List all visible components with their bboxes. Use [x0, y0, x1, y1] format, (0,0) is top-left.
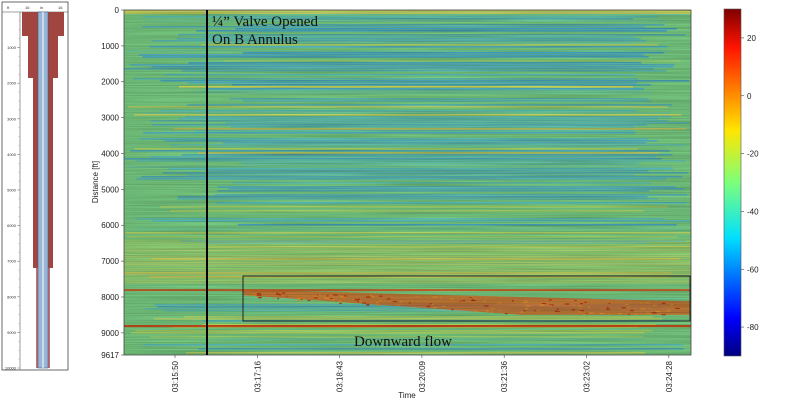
y-tick-label: 7000 — [101, 257, 119, 266]
colorbar-tick-label: -40 — [747, 207, 759, 216]
heatmap-plot: 0 1000 2000 3000 4000 5000 6000 7000 8000 9000 961… — [91, 6, 692, 400]
heatmap-grain — [124, 10, 691, 355]
x-tick-label: 03:24:28 — [665, 360, 674, 392]
x-tick-label: 03:23:02 — [583, 360, 592, 392]
x-axis-label: Time — [398, 391, 416, 400]
downward-flow-box — [242, 275, 691, 322]
y-tick-label: 9000 — [101, 329, 119, 338]
wellbore-panel: ft 16 in 16 1000 2000 3000 4000 5000 6000 7000… — [1, 1, 69, 371]
wellbore-tick-label: 9000 — [7, 330, 17, 335]
x-axis-ticks: 03:15:50 03:17:16 03:18:43 03:20:09 03:21:36… — [171, 355, 674, 392]
valve-annotation-line1: ¼” Valve Opened — [212, 14, 318, 30]
heatmap-frame — [123, 9, 692, 356]
y-tick-label: 3000 — [101, 114, 119, 123]
wellbore-tick-label: 3000 — [7, 116, 17, 121]
colorbar-gradient — [723, 8, 742, 357]
y-tick-label: 4000 — [101, 149, 119, 158]
colorbar-tick-label: -20 — [747, 150, 759, 159]
wellbore-tick-label: 1000 — [7, 45, 17, 50]
wellbore-tick-label: 4000 — [7, 152, 17, 157]
wellbore-header-in: in — [40, 5, 43, 10]
wellbore-tick-label: 7000 — [7, 259, 17, 264]
wellbore-tick-label: 6000 — [7, 223, 17, 228]
x-tick-label: 03:20:09 — [418, 360, 427, 392]
x-tick-label: 03:17:16 — [253, 360, 262, 392]
x-tick-label: 03:21:36 — [500, 360, 509, 392]
colorbar-tick-label: 20 — [747, 34, 756, 43]
downward-flow-label: Downward flow — [354, 334, 452, 350]
y-tick-label: 2000 — [101, 78, 119, 87]
colorbar-ticks: 20 0 -20 -40 -60 -80 — [741, 34, 759, 332]
x-tick-label: 03:18:43 — [336, 360, 345, 392]
wellbore-depth-ticks: 1000 2000 3000 4000 5000 6000 7000 8000 9000 1000… — [5, 20, 20, 371]
wellbore-header-16a: 16 — [25, 5, 30, 10]
wellbore-header-ft: ft — [7, 5, 10, 10]
colorbar: 20 0 -20 -40 -60 -80 — [723, 8, 759, 357]
colorbar-tick-label: -80 — [747, 323, 759, 332]
y-tick-label: 1000 — [101, 42, 119, 51]
wellbore-tick-label: 8000 — [7, 294, 17, 299]
y-tick-label: 9617 — [101, 351, 119, 360]
y-tick-label: 8000 — [101, 293, 119, 302]
wellbore-tick-label: 5000 — [7, 188, 17, 193]
y-tick-label: 0 — [115, 6, 120, 15]
x-tick-label: 03:15:50 — [171, 360, 180, 392]
wellbore-tick-label: 10000 — [5, 366, 17, 371]
colorbar-tick-label: -60 — [747, 265, 759, 274]
y-tick-label: 5000 — [101, 185, 119, 194]
colorbar-tick-label: 0 — [747, 92, 752, 101]
wellbore-header-16b: 16 — [58, 5, 63, 10]
y-axis-label: Distance [ft] — [91, 161, 100, 203]
y-tick-label: 6000 — [101, 221, 119, 230]
valve-annotation-line2: On B Annulus — [212, 32, 298, 48]
y-axis-ticks: 0 1000 2000 3000 4000 5000 6000 7000 8000 9000 961… — [101, 6, 124, 360]
wellbore-tick-label: 2000 — [7, 81, 17, 86]
